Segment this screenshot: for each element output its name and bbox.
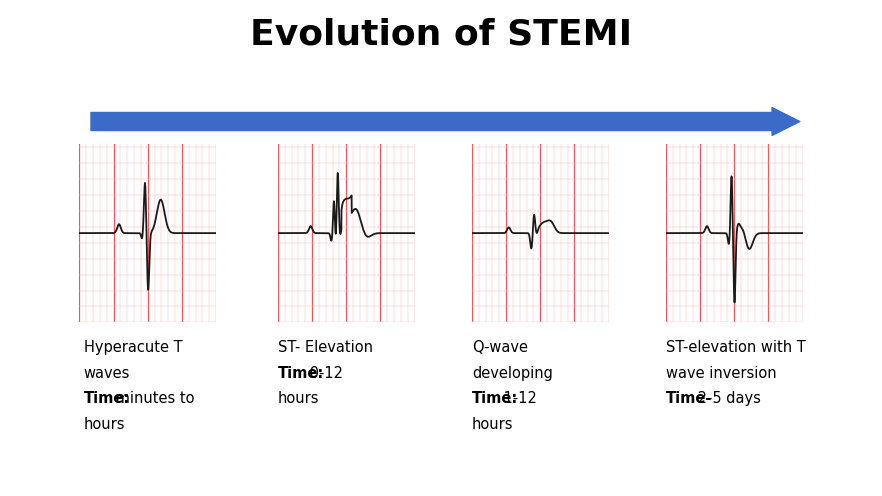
Text: Q-wave: Q-wave: [472, 340, 527, 355]
Text: 0-12: 0-12: [305, 366, 343, 380]
Text: Time:: Time:: [472, 391, 518, 406]
Text: hours: hours: [84, 417, 125, 432]
Text: hours: hours: [472, 417, 513, 432]
Text: minutes to: minutes to: [111, 391, 195, 406]
Text: Time:: Time:: [278, 366, 324, 380]
Text: ST- Elevation: ST- Elevation: [278, 340, 373, 355]
Text: ST-elevation with T: ST-elevation with T: [666, 340, 805, 355]
Text: hours: hours: [278, 391, 319, 406]
Text: wave inversion: wave inversion: [666, 366, 776, 380]
FancyArrowPatch shape: [91, 108, 800, 135]
Text: developing: developing: [472, 366, 553, 380]
Text: Hyperacute T: Hyperacute T: [84, 340, 183, 355]
Text: 1-12: 1-12: [499, 391, 537, 406]
Text: Evolution of STEMI: Evolution of STEMI: [250, 18, 632, 52]
Text: waves: waves: [84, 366, 131, 380]
Text: 2-5 days: 2-5 days: [693, 391, 761, 406]
Text: Time-: Time-: [666, 391, 713, 406]
Text: Time:: Time:: [84, 391, 130, 406]
